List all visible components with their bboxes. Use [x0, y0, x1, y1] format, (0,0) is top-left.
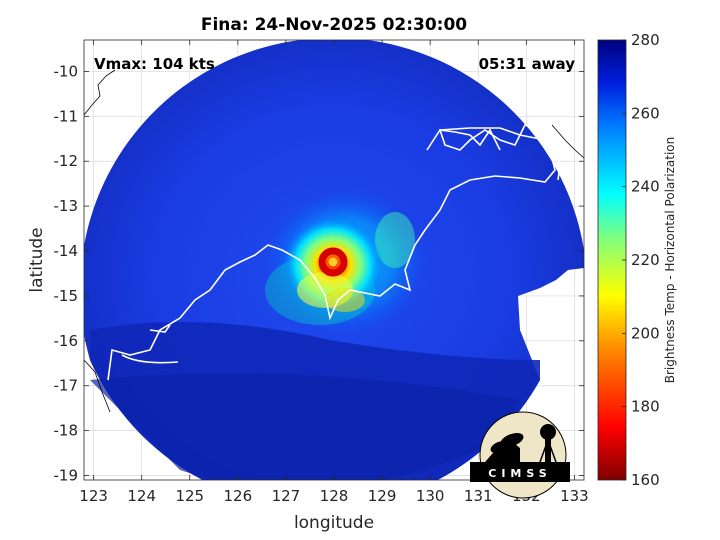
- colorbar-tick-label: 180: [631, 398, 660, 416]
- x-tick-label: 124: [127, 487, 156, 505]
- eye: [328, 257, 338, 267]
- colorbar: [597, 39, 627, 481]
- colorbar-tick-label: 220: [631, 251, 660, 269]
- y-tick-label: -19: [54, 467, 79, 485]
- x-tick-label: 133: [560, 487, 589, 505]
- y-tick-label: -17: [54, 377, 79, 395]
- y-tick-label: -12: [54, 152, 79, 170]
- x-tick-label: 127: [272, 487, 301, 505]
- y-tick-label: -16: [54, 332, 79, 350]
- y-axis-label: latitude: [27, 227, 47, 292]
- away-label: 05:31 away: [479, 55, 576, 73]
- x-tick-label: 131: [464, 487, 493, 505]
- y-tick-label: -11: [54, 107, 79, 125]
- x-tick-label: 125: [175, 487, 204, 505]
- y-tick-label: -18: [54, 422, 79, 440]
- colorbar-tick-label: 160: [631, 471, 660, 489]
- figure-title: Fina: 24-Nov-2025 02:30:00: [201, 15, 467, 35]
- colorbar-label: Brightness Temp - Horizontal Polarizatio…: [663, 137, 677, 384]
- y-tick-label: -10: [54, 62, 79, 80]
- y-tick-label: -15: [54, 287, 79, 305]
- x-axis-label: longitude: [294, 513, 374, 533]
- colorbar-tick-label: 200: [631, 324, 660, 342]
- colorbar-tick-label: 240: [631, 178, 660, 196]
- x-tick-label: 129: [368, 487, 397, 505]
- eyewall: [318, 247, 348, 277]
- cimss-logo: CIMSS: [470, 411, 570, 499]
- logo-text: CIMSS: [488, 467, 551, 480]
- colorbar-tick-label: 280: [631, 31, 660, 49]
- colorbar-tick-label: 260: [631, 104, 660, 122]
- coastline-outside: [83, 69, 585, 413]
- x-tick-label: 126: [224, 487, 253, 505]
- y-tick-label: -13: [54, 197, 79, 215]
- x-tick-label: 130: [416, 487, 445, 505]
- x-tick-label: 128: [320, 487, 349, 505]
- coastline: [107, 124, 561, 381]
- vmax-label: Vmax: 104 kts: [94, 55, 215, 73]
- y-tick-label: -14: [54, 242, 79, 260]
- x-tick-label: 123: [79, 487, 108, 505]
